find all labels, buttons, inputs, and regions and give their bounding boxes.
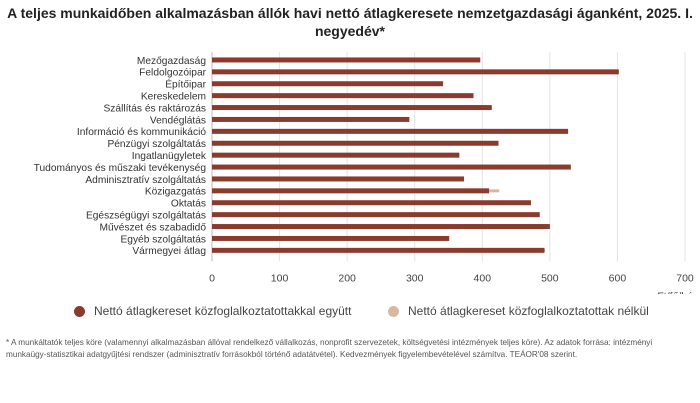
x-tick-label: 200 [338,272,356,284]
bar-with-public-workers [212,57,481,63]
x-tick-label: 400 [474,272,492,284]
legend-label-with-public-workers: Nettó átlagkereset közfoglalkoztatottakk… [94,304,352,318]
bar-with-public-workers [212,128,569,134]
bar-with-public-workers [212,140,499,146]
category-label: Építőipar [165,78,206,91]
x-tick-label: 600 [609,272,627,284]
legend-swatch-with-public-workers [74,305,85,317]
bar-with-public-workers [212,176,465,182]
category-label: Vendéglátás [150,115,206,126]
legend-item-with-public-workers[interactable]: Nettó átlagkereset közfoglalkoztatottakk… [74,304,351,318]
legend-swatch-without-public-workers [388,305,399,317]
bar-with-public-workers [212,105,492,111]
category-label: Kereskedelem [141,91,206,102]
x-tick-label: 300 [406,272,424,284]
bar-with-public-workers [212,164,571,170]
bar-with-public-workers [212,116,410,122]
legend-item-without-public-workers[interactable]: Nettó átlagkereset közfoglalkoztatottak … [388,304,649,318]
category-label: Pénzügyi szolgáltatás [107,139,206,150]
x-tick-label: 0 [209,272,215,284]
category-label: Oktatás [171,199,206,210]
bar-with-public-workers [212,247,545,253]
x-axis-unit-label: ezer Ft/fő/hó [634,290,693,294]
bar-chart: MezőgazdaságFeldolgozóiparÉpítőiparKeres… [34,52,694,294]
x-tick-label: 700 [676,272,694,284]
category-label: Tudományos és műszaki tevékenység [34,163,207,174]
bar-with-public-workers [212,212,540,218]
category-label: Vármegyei átlag [132,246,206,257]
bar-with-public-workers [212,93,474,99]
footnote: * A munkáltatók teljes köre (valamennyi … [6,338,653,359]
category-label: Ingatlanügyletek [132,151,207,162]
bar-with-public-workers [212,235,450,241]
category-label: Egészségügyi szolgáltatás [86,210,206,221]
category-label: Adminisztratív szolgáltatás [85,175,206,186]
bar-with-public-workers [212,69,619,75]
legend-label-without-public-workers: Nettó átlagkereset közfoglalkoztatottak … [408,304,649,318]
x-tick-label: 100 [271,272,289,284]
category-label: Szállítás és raktározás [104,103,206,114]
chart-title: A teljes munkaidőben alkalmazásban állók… [7,5,693,39]
category-label: Közigazgatás [145,187,206,198]
category-label: Információ és kommunikáció [77,127,206,138]
x-tick-label: 500 [541,272,559,284]
bar-with-public-workers [212,200,531,206]
category-label: Egyéb szolgáltatás [120,234,206,245]
category-label: Művészet és szabadidő [100,222,207,233]
bar-with-public-workers [212,224,550,230]
category-label: Feldolgozóipar [139,68,206,79]
bar-with-public-workers [212,152,460,158]
category-label: Mezőgazdaság [137,56,206,67]
bar-with-public-workers [212,81,444,87]
bar-with-public-workers [212,188,490,194]
